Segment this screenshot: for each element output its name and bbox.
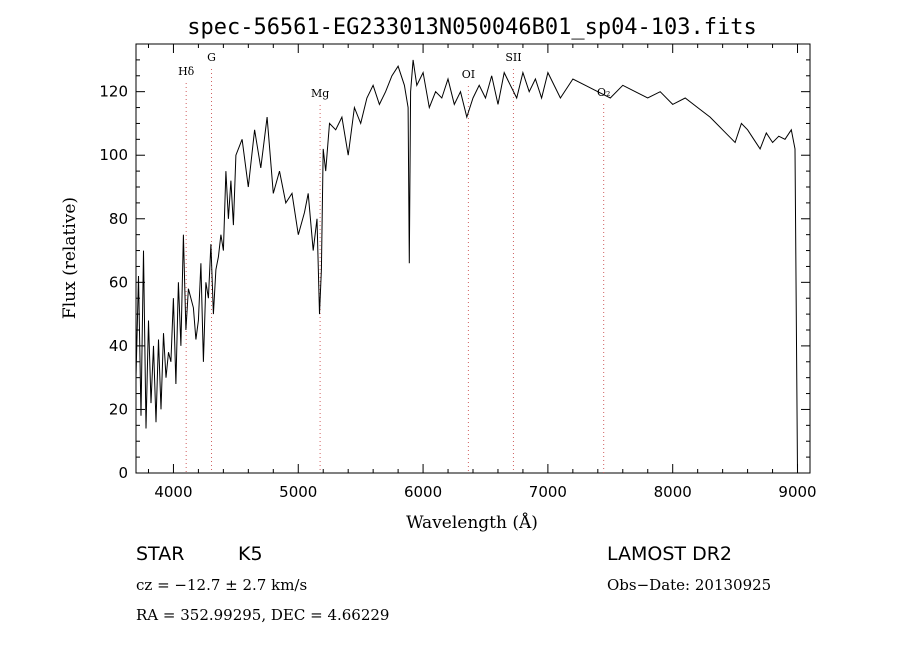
coords-label: RA = 352.99295, DEC = 4.66229: [136, 606, 389, 624]
spectral-line-label: O₂: [597, 86, 610, 99]
spectral-line-label: SII: [505, 51, 521, 64]
x-tick-label: 5000: [279, 483, 317, 501]
object-type-label: STAR: [136, 543, 184, 565]
y-tick-label: 60: [109, 273, 128, 291]
axis-ticks: [136, 44, 810, 474]
x-tick-label: 8000: [654, 483, 692, 501]
subclass-label: K5: [238, 543, 263, 565]
y-tick-label: 20: [109, 400, 128, 418]
y-tick-label: 120: [99, 83, 128, 101]
obs-date-label: Obs−Date: 20130925: [607, 576, 771, 594]
axis-tick-labels: 4000 5000 6000 7000 8000 9000 0 20 40 60 80 100 120: [99, 83, 816, 501]
spectral-line-label: Hδ: [178, 65, 195, 78]
spectral-line-label: OI: [462, 68, 475, 81]
x-tick-label: 9000: [778, 483, 816, 501]
cz-label: cz = −12.7 ± 2.7 km/s: [136, 576, 307, 594]
chart-title: spec-56561-EG233013N050046B01_sp04-103.f…: [187, 15, 757, 40]
spectral-lines: Hδ G Mg OI SII O₂: [178, 51, 610, 473]
y-tick-label: 80: [109, 210, 128, 228]
plot-frame: [135, 43, 811, 474]
y-tick-label: 0: [118, 464, 128, 482]
spectrum-series-line: [135, 59, 798, 474]
x-axis-label: Wavelength (Å): [406, 512, 538, 533]
x-tick-label: 7000: [529, 483, 567, 501]
x-tick-label: 4000: [154, 483, 192, 501]
y-tick-label: 100: [99, 146, 128, 164]
y-tick-label: 40: [109, 337, 128, 355]
x-tick-label: 6000: [404, 483, 442, 501]
y-axis-label: Flux (relative): [60, 197, 80, 319]
survey-label: LAMOST DR2: [607, 543, 732, 565]
spectral-line-label: G: [207, 51, 216, 64]
spectral-line-label: Mg: [311, 87, 329, 100]
